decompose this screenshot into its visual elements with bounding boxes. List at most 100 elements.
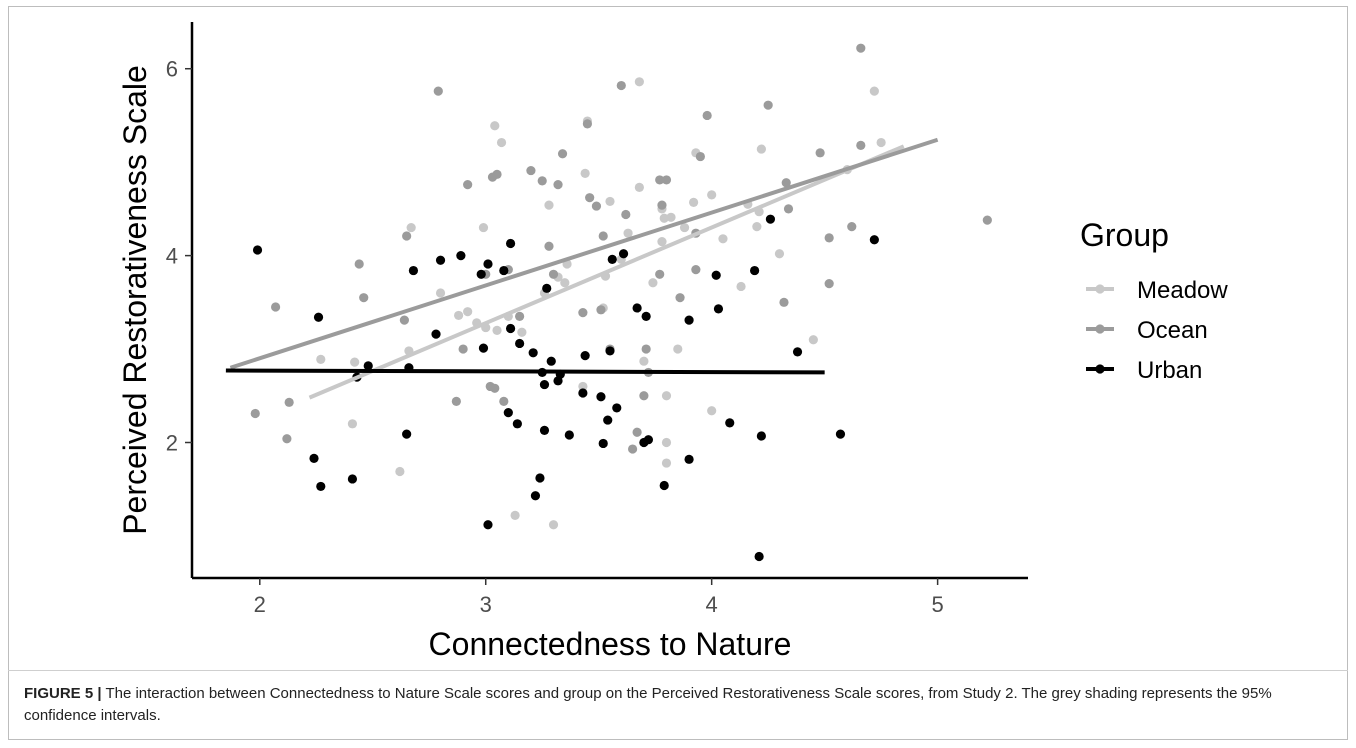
data-point-ocean [632, 427, 642, 437]
data-point-meadow [648, 278, 658, 288]
data-point-ocean [553, 179, 563, 190]
data-point-meadow [435, 288, 446, 298]
data-point-urban [530, 491, 541, 501]
data-point-urban [546, 356, 556, 366]
legend: Group Meadow Ocean Urban [1080, 217, 1228, 384]
data-point-ocean [596, 305, 606, 315]
data-point-urban [478, 343, 489, 353]
legend-title: Group [1080, 217, 1169, 253]
data-point-meadow [463, 307, 473, 317]
data-point-meadow [689, 197, 699, 207]
legend-swatch-point [1095, 364, 1105, 374]
data-point-urban [605, 346, 615, 356]
data-point-ocean [451, 396, 461, 406]
x-axis-title: Connectedness to Nature [429, 626, 792, 662]
data-point-meadow [718, 234, 728, 244]
data-point-ocean [657, 200, 667, 210]
x-axis-ticks: 2 3 4 5 [254, 578, 944, 617]
data-point-ocean [661, 175, 672, 185]
data-point-urban [483, 259, 493, 269]
data-point-urban [632, 303, 642, 313]
data-point-urban [765, 214, 776, 224]
data-point-meadow [578, 381, 588, 392]
data-point-meadow [350, 357, 360, 367]
x-tick-label: 4 [706, 592, 718, 617]
y-tick-label: 4 [166, 244, 178, 269]
x-tick-label: 3 [480, 592, 492, 617]
data-point-urban [659, 480, 669, 491]
caption-label: FIGURE 5 | [24, 685, 102, 702]
data-point-ocean [856, 43, 866, 53]
data-point-ocean [282, 434, 292, 444]
data-point-urban [252, 245, 263, 255]
data-point-meadow [707, 190, 717, 200]
data-point-urban [542, 283, 552, 293]
data-point-urban [643, 435, 654, 445]
points-layer [250, 43, 992, 562]
data-point-ocean [655, 175, 665, 185]
data-point-ocean [695, 151, 705, 162]
data-point-urban [313, 312, 324, 322]
legend-swatch-point [1095, 284, 1105, 294]
data-point-ocean [781, 178, 791, 188]
data-point-urban [684, 454, 694, 464]
data-point-meadow [634, 77, 644, 87]
x-tick-label: 5 [931, 592, 943, 617]
data-point-urban [578, 388, 588, 398]
data-point-urban [618, 249, 629, 259]
data-point-urban [363, 361, 373, 371]
data-point-urban [435, 255, 446, 265]
data-point-ocean [982, 215, 992, 225]
data-point-ocean [578, 308, 588, 318]
fit-lines-layer [225, 137, 939, 400]
data-point-ocean [856, 140, 866, 150]
data-point-ocean [627, 444, 638, 454]
data-point-meadow [395, 466, 405, 477]
data-point-ocean [284, 397, 294, 407]
data-point-ocean [598, 231, 608, 241]
data-point-meadow [673, 344, 683, 354]
data-point-ocean [515, 311, 525, 321]
y-tick-label: 6 [166, 57, 178, 82]
data-point-meadow [496, 137, 507, 148]
data-point-urban [476, 269, 486, 279]
data-point-ocean [616, 80, 626, 91]
data-point-ocean [824, 279, 834, 289]
data-point-urban [408, 265, 419, 276]
data-point-ocean [492, 169, 502, 179]
data-point-urban [754, 551, 764, 562]
data-point-urban [316, 481, 326, 492]
data-point-meadow [808, 335, 818, 345]
data-point-urban [612, 403, 622, 413]
data-point-urban [869, 235, 879, 245]
legend-label-ocean: Ocean [1137, 317, 1208, 344]
data-point-urban [725, 418, 735, 428]
data-point-meadow [478, 222, 489, 233]
legend-swatch-point [1095, 324, 1105, 334]
data-point-ocean [639, 391, 649, 401]
data-point-meadow [774, 249, 785, 259]
data-point-urban [512, 419, 522, 429]
data-point-ocean [557, 149, 568, 159]
data-point-ocean [691, 265, 701, 275]
data-point-meadow [316, 354, 326, 364]
data-point-ocean [847, 222, 857, 232]
data-point-ocean [582, 119, 593, 129]
data-point-urban [711, 270, 721, 280]
data-point-urban [603, 415, 613, 425]
data-point-meadow [623, 228, 633, 238]
data-point-ocean [779, 297, 789, 307]
data-point-urban [309, 453, 319, 463]
data-point-urban [598, 438, 608, 449]
data-point-ocean [526, 165, 536, 176]
data-point-ocean [537, 176, 547, 186]
data-point-meadow [756, 144, 766, 154]
data-point-urban [505, 238, 516, 249]
data-point-meadow [639, 356, 649, 366]
data-point-meadow [544, 200, 554, 210]
data-point-urban [641, 311, 651, 321]
legend-label-meadow: Meadow [1137, 277, 1228, 304]
data-point-urban [503, 408, 513, 418]
data-point-urban [756, 431, 766, 441]
caption-text: The interaction between Connectedness to… [24, 685, 1272, 724]
